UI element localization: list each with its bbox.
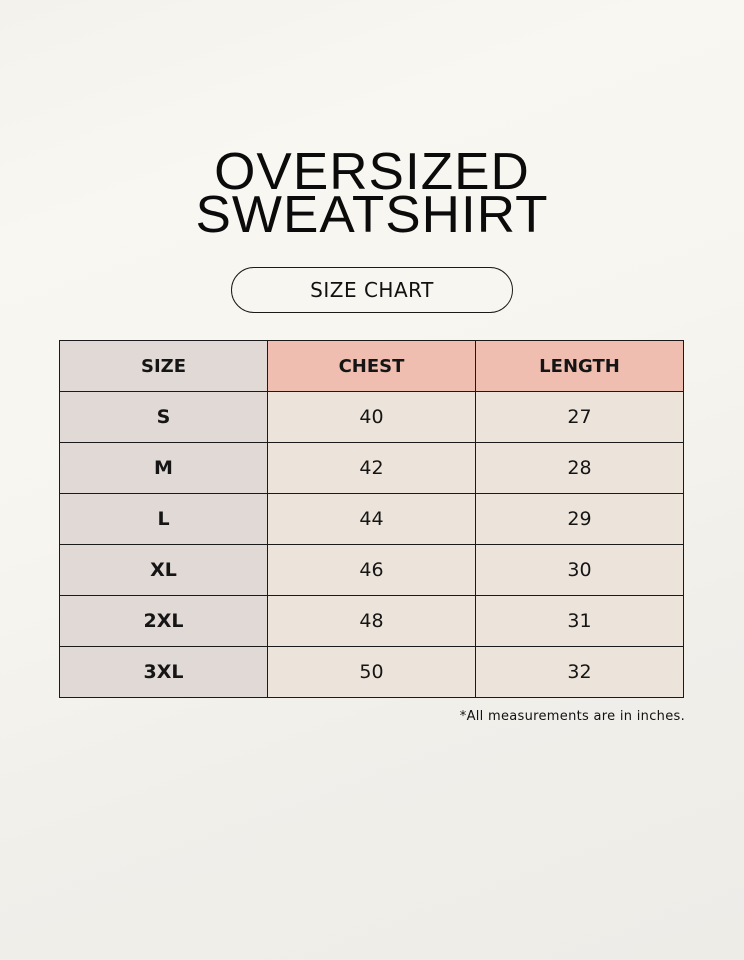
badge: SIZE CHART	[231, 267, 513, 313]
value-cell: 42	[267, 442, 476, 494]
table-row: S 40 27	[59, 391, 684, 443]
title-line: SWEATSHIRT	[195, 186, 549, 244]
size-cell: 3XL	[59, 646, 268, 698]
table-row: 3XL 50 32	[59, 646, 684, 698]
size-cell: M	[59, 442, 268, 494]
footnote: *All measurements are in inches.	[459, 709, 685, 724]
value-cell: 28	[475, 442, 684, 494]
size-cell: S	[59, 391, 268, 443]
value-cell: 31	[475, 595, 684, 647]
table-row: XL 46 30	[59, 544, 684, 596]
column-header: LENGTH	[475, 340, 684, 392]
size-table: SIZE CHEST LENGTH S 40 27 M 42 28 L 44 29 XL 46 30 2XL 4…	[59, 340, 684, 698]
table-row: L 44 29	[59, 493, 684, 545]
value-cell: 30	[475, 544, 684, 596]
value-cell: 50	[267, 646, 476, 698]
column-header: SIZE	[59, 340, 268, 392]
size-cell: XL	[59, 544, 268, 596]
value-cell: 40	[267, 391, 476, 443]
title-line: OVERSIZED	[214, 143, 530, 201]
column-header: CHEST	[267, 340, 476, 392]
table-row: 2XL 48 31	[59, 595, 684, 647]
value-cell: 32	[475, 646, 684, 698]
size-cell: 2XL	[59, 595, 268, 647]
value-cell: 29	[475, 493, 684, 545]
value-cell: 27	[475, 391, 684, 443]
size-cell: L	[59, 493, 268, 545]
value-cell: 44	[267, 493, 476, 545]
table-row: M 42 28	[59, 442, 684, 494]
value-cell: 48	[267, 595, 476, 647]
header-row: SIZE CHEST LENGTH	[59, 340, 684, 392]
value-cell: 46	[267, 544, 476, 596]
